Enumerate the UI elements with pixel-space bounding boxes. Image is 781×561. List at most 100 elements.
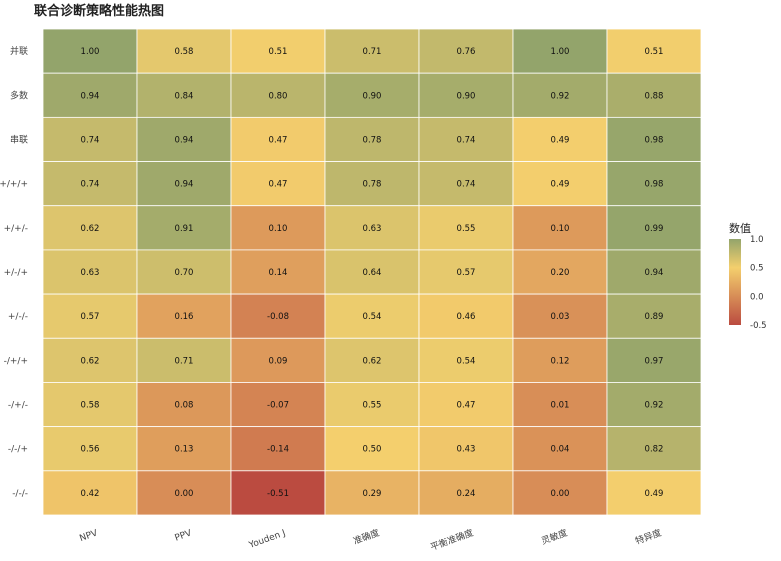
cell-value-label: 0.91 (175, 224, 194, 234)
cell-value-label: 0.98 (645, 180, 664, 190)
heatmap-cell (230, 293, 326, 339)
cell-value-label: 1.00 (81, 47, 100, 57)
heatmap-cell (418, 28, 514, 74)
heatmap-cell (324, 337, 420, 383)
cell-value-label: 0.54 (457, 356, 476, 366)
cell-value-label: 0.24 (457, 489, 476, 499)
cell-value-label: -0.08 (267, 312, 289, 322)
heatmap-cell (324, 28, 420, 74)
heatmap-cell (418, 116, 514, 162)
chart-title: 联合诊断策略性能热图 (34, 3, 164, 19)
heatmap-cell (42, 205, 138, 251)
cell-value-label: 0.58 (81, 401, 100, 411)
cell-value-label: 0.92 (645, 401, 664, 411)
cell-value-label: 0.55 (363, 401, 382, 411)
y-tick-label: +/-/+ (4, 268, 28, 278)
heatmap-cell (230, 470, 326, 516)
heatmap-cell (136, 28, 232, 74)
cell-value-label: 0.62 (363, 356, 382, 366)
cell-value-label: 0.74 (81, 180, 100, 190)
cell-value-label: 0.10 (551, 224, 570, 234)
legend-tick-label: 0.0 (750, 292, 764, 302)
heatmap-cell (512, 28, 608, 74)
cell-value-label: 1.00 (551, 47, 570, 57)
heatmap-cell (512, 293, 608, 339)
cell-value-label: 0.49 (645, 489, 664, 499)
cell-value-label: 0.78 (363, 180, 382, 190)
cell-value-label: 0.74 (81, 135, 100, 145)
cell-value-label: 0.94 (175, 180, 194, 190)
heatmap-cell (230, 205, 326, 251)
heatmap-cell (230, 426, 326, 472)
cell-value-label: 0.89 (645, 312, 664, 322)
heatmap-cell (606, 161, 702, 207)
cell-value-label: 0.08 (175, 401, 194, 411)
heatmap-cell (324, 293, 420, 339)
cell-value-label: 0.56 (81, 445, 100, 455)
y-tick-label: -/+/- (8, 401, 28, 411)
cell-value-label: 0.63 (81, 268, 100, 278)
heatmap-cell (324, 116, 420, 162)
heatmap-cell (418, 470, 514, 516)
cell-value-label: 0.46 (457, 312, 476, 322)
cell-value-label: 0.57 (81, 312, 100, 322)
cell-value-label: 0.78 (363, 135, 382, 145)
heatmap-cell (136, 161, 232, 207)
heatmap-cell (230, 249, 326, 295)
cell-value-label: 0.49 (551, 135, 570, 145)
cell-value-label: 0.13 (175, 445, 194, 455)
heatmap-cell (606, 293, 702, 339)
cell-value-label: 0.16 (175, 312, 194, 322)
heatmap-cell (324, 426, 420, 472)
cell-value-label: 0.82 (645, 445, 664, 455)
heatmap-cell (136, 116, 232, 162)
y-tick-label: +/-/- (8, 312, 28, 322)
cell-value-label: 0.12 (551, 356, 570, 366)
cell-value-label: -0.14 (267, 445, 289, 455)
x-axis-labels: NPV PPV Youden J 准确度 平衡准确度 灵敏度 特异度 (78, 527, 663, 554)
x-tick-label: Youden J (247, 528, 287, 551)
heatmap-cell (606, 205, 702, 251)
cell-value-label: 0.00 (175, 489, 194, 499)
cell-value-label: -0.07 (267, 401, 289, 411)
cell-value-label: 0.14 (269, 268, 288, 278)
heatmap-cell (512, 161, 608, 207)
cell-value-label: 0.80 (269, 91, 288, 101)
heatmap-cell (324, 470, 420, 516)
cell-value-label: 0.63 (363, 224, 382, 234)
heatmap-cell (42, 72, 138, 118)
heatmap-cell (230, 28, 326, 74)
cell-value-label: 0.94 (645, 268, 664, 278)
cell-value-label: 0.10 (269, 224, 288, 234)
cell-value-label: 0.55 (457, 224, 476, 234)
y-tick-label: 串联 (10, 134, 28, 145)
x-tick-label: 准确度 (352, 527, 381, 548)
heatmap-cell (512, 116, 608, 162)
y-tick-label: 并联 (10, 45, 28, 57)
heatmap-cell (418, 337, 514, 383)
cell-value-label: 0.64 (363, 268, 382, 278)
cell-value-label: 0.47 (457, 401, 476, 411)
y-tick-label: -/-/- (12, 489, 28, 499)
heatmap-cell (606, 470, 702, 516)
y-tick-label: -/-/+ (8, 445, 28, 455)
cell-value-label: 0.47 (269, 135, 288, 145)
heatmap-cell (512, 426, 608, 472)
cell-value-label: 0.94 (175, 135, 194, 145)
cell-value-label: 0.29 (363, 489, 382, 499)
cell-value-label: 0.62 (81, 356, 100, 366)
cell-value-label: 0.43 (457, 445, 476, 455)
heatmap-cell (136, 470, 232, 516)
cell-value-label: 0.54 (363, 312, 382, 322)
y-tick-label: 多数 (10, 89, 28, 101)
y-tick-label: +/+/+ (0, 180, 28, 190)
cell-value-label: 0.94 (81, 91, 100, 101)
heatmap-cells: 1.00 0.58 0.51 0.71 0.76 1.00 0.51 0.94 0.84 0.80… (42, 28, 702, 516)
cell-value-label: 0.74 (457, 135, 476, 145)
heatmap-cell (418, 382, 514, 428)
heatmap-cell (606, 116, 702, 162)
cell-value-label: 0.03 (551, 312, 570, 322)
heatmap-cell (42, 28, 138, 74)
